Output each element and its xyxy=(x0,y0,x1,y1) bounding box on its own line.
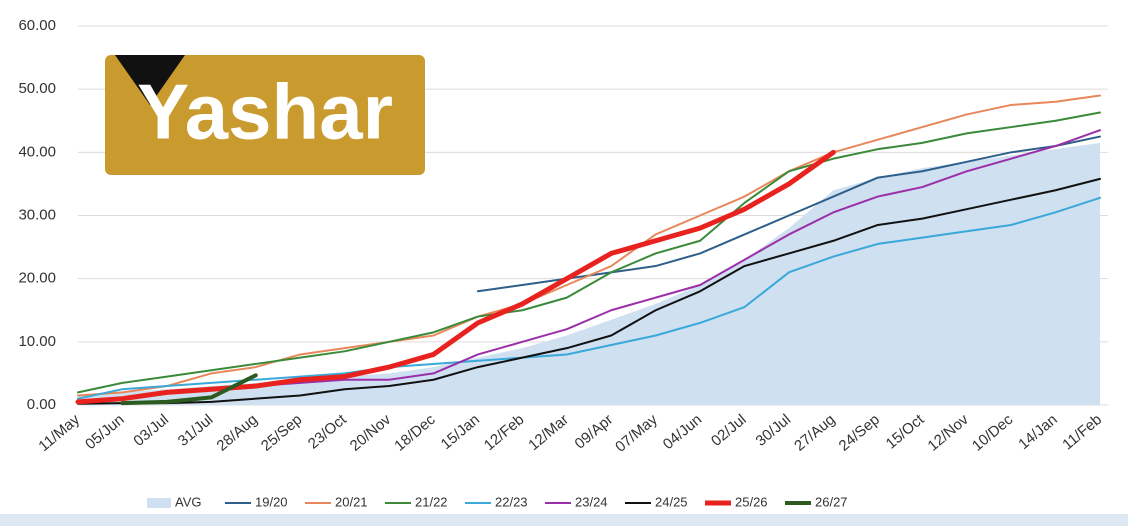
line xyxy=(476,135,1101,293)
y-tick-label: 0.00 xyxy=(27,396,56,413)
bottom-strip xyxy=(0,514,1128,526)
area xyxy=(78,142,1100,405)
x-tick-label: 28/Aug xyxy=(214,411,261,455)
legend-label: 23/24 xyxy=(575,494,608,509)
x-tick-label: 09/Apr xyxy=(572,411,617,452)
x-tick-label: 27/Aug xyxy=(791,411,838,455)
legend-label: 22/23 xyxy=(495,494,528,509)
line xyxy=(77,94,1101,397)
x-tick-label: 15/Jan xyxy=(438,411,483,453)
y-tick-label: 10.00 xyxy=(18,333,56,350)
line xyxy=(120,373,258,406)
line xyxy=(77,177,1101,405)
logo-background xyxy=(105,55,425,175)
x-tick-label: 10/Dec xyxy=(969,411,1017,455)
x-tick-label: 12/Feb xyxy=(481,411,528,454)
x-tick-label: 03/Jul xyxy=(130,411,172,450)
legend-label: AVG xyxy=(175,494,202,509)
x-tick-label: 12/Nov xyxy=(924,411,972,455)
y-tick-label: 30.00 xyxy=(18,206,56,223)
x-tick-label: 11/May xyxy=(35,411,83,455)
legend-swatch xyxy=(147,498,171,508)
x-tick-label: 25/Sep xyxy=(258,411,305,455)
legend-label: 19/20 xyxy=(255,494,288,509)
logo-text: Yashar xyxy=(137,68,393,156)
legend-label: 24/25 xyxy=(655,494,688,509)
x-tick-label: 14/Jan xyxy=(1015,411,1060,453)
y-tick-label: 60.00 xyxy=(18,17,56,34)
x-tick-label: 15/Oct xyxy=(883,411,928,453)
x-tick-label: 02/Jul xyxy=(708,411,750,450)
y-tick-label: 20.00 xyxy=(18,270,56,287)
logo-triangle xyxy=(115,55,185,105)
y-tick-label: 50.00 xyxy=(18,80,56,97)
x-tick-label: 31/Jul xyxy=(175,411,217,450)
x-tick-label: 24/Sep xyxy=(836,411,883,455)
x-tick-label: 11/Feb xyxy=(1059,411,1105,453)
y-tick-label: 40.00 xyxy=(18,143,56,160)
x-tick-label: 12/Mar xyxy=(525,411,572,454)
logo: Yashar xyxy=(105,55,425,175)
x-tick-label: 20/Nov xyxy=(347,411,395,455)
x-tick-label: 04/Jun xyxy=(660,411,705,453)
legend-label: 25/26 xyxy=(735,494,768,509)
x-tick-label: 23/Oct xyxy=(305,411,350,453)
legend-label: 21/22 xyxy=(415,494,448,509)
line xyxy=(75,149,836,405)
x-tick-label: 07/May xyxy=(612,411,661,456)
x-tick-label: 30/Jul xyxy=(752,411,794,450)
legend-label: 20/21 xyxy=(335,494,368,509)
legend-label: 26/27 xyxy=(815,494,848,509)
line xyxy=(77,111,1101,394)
x-tick-label: 18/Dec xyxy=(391,411,439,455)
x-tick-label: 05/Jun xyxy=(82,411,127,453)
